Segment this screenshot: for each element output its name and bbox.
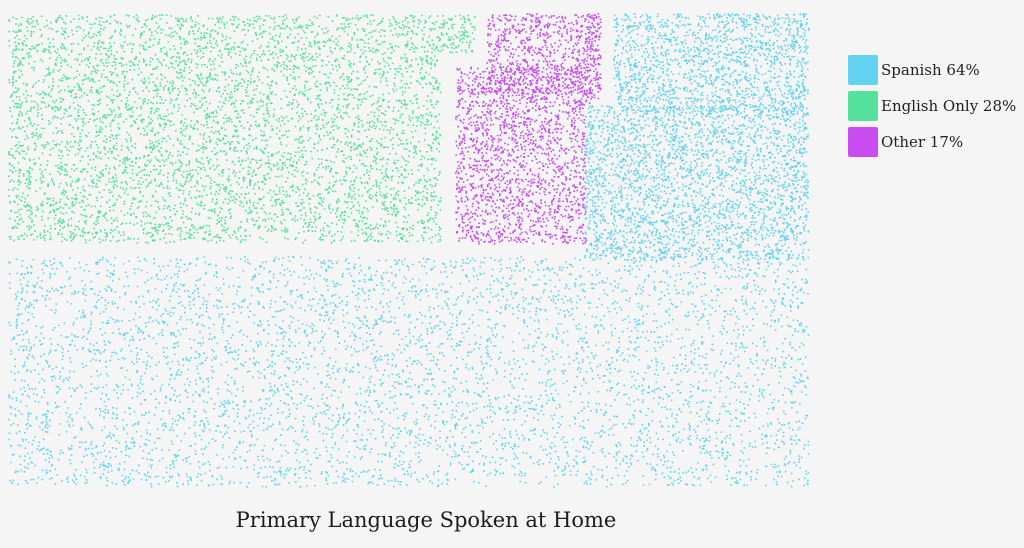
legend-swatch-english-only	[848, 91, 878, 121]
legend-swatch-other	[848, 127, 878, 157]
dot-region-english-only	[8, 14, 476, 244]
dots-other	[455, 13, 602, 245]
legend-item-english-only: English Only 28%	[848, 88, 1016, 124]
legend-label-other: Other 17%	[881, 133, 964, 151]
legend-item-other: Other 17%	[848, 124, 1016, 160]
legend-item-spanish: Spanish 64%	[848, 52, 1016, 88]
legend-label-english-only: English Only 28%	[881, 97, 1017, 115]
chart-title: Primary Language Spoken at Home	[235, 508, 617, 532]
chart-legend: Spanish 64% English Only 28% Other 17%	[848, 52, 1016, 160]
legend-swatch-spanish	[848, 55, 878, 85]
dots-english-only	[8, 14, 476, 244]
dot-region-other	[455, 13, 602, 245]
legend-label-spanish: Spanish 64%	[881, 61, 980, 79]
